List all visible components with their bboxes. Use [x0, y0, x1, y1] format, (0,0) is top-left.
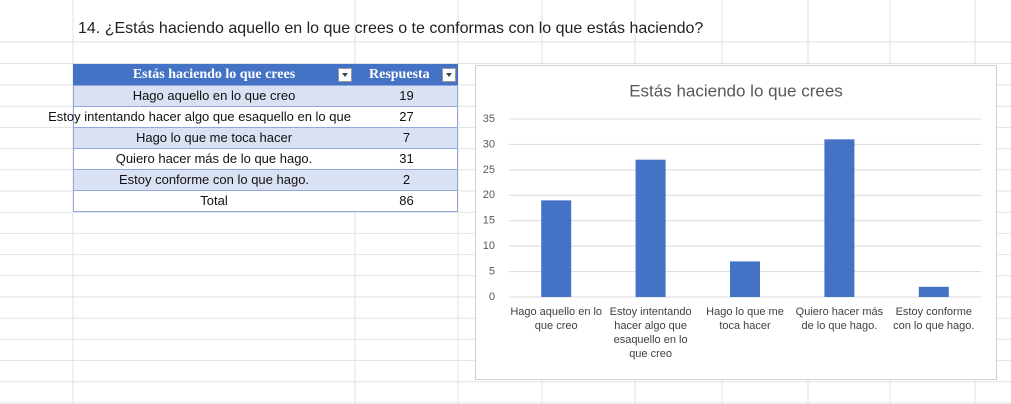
bar: [824, 139, 855, 297]
label-clip: Total: [0, 190, 355, 211]
label-cell: Hago lo que me toca hacer: [135, 130, 293, 145]
row-bg: [73, 106, 458, 127]
x-tick-label: Estoy intentando hacer algo que esaquell…: [609, 306, 692, 360]
x-tick-label: Estoy conforme con lo que hago.: [893, 306, 975, 332]
y-tick-label: 30: [483, 138, 495, 150]
filter-button: [442, 68, 456, 82]
label-cell: Quiero hacer más de lo que hago.: [115, 151, 313, 166]
label-cell: Estoy conforme con lo que hago.: [118, 172, 310, 187]
y-tick-label: 10: [483, 240, 495, 252]
y-tick-label: 0: [489, 291, 495, 303]
y-tick-label: 5: [489, 265, 495, 277]
label-cell: Estoy intentando hacer algo que esaquell…: [48, 109, 355, 124]
header-cell: Estás haciendo lo que crees: [73, 64, 355, 85]
bar: [541, 200, 572, 297]
value-cell: 31: [399, 151, 414, 166]
label-clip: Quiero hacer más de lo que hago.: [0, 148, 355, 169]
label-clip: Hago aquello en lo que creo: [0, 85, 355, 106]
x-tick-label: Quiero hacer más de lo que hago.: [795, 306, 884, 332]
value-cell: 2: [402, 172, 411, 187]
sheet-title: 14. ¿Estás haciendo aquello en lo que cr…: [78, 20, 704, 37]
table-bottom: [73, 211, 458, 212]
x-tick-label: Hago lo que me toca hacer: [706, 306, 784, 332]
bar: [730, 261, 760, 297]
value-cell: 27: [399, 109, 414, 124]
label-clip: Estoy intentando hacer algo que esaquell…: [0, 106, 355, 127]
header-cell: Respuesta: [355, 64, 458, 85]
row-bg: [73, 127, 458, 148]
filter-button: [338, 68, 352, 82]
y-tick-label: 15: [483, 215, 495, 227]
value-cell: 7: [402, 130, 411, 145]
label-cell: Hago aquello en lo que creo: [132, 88, 296, 103]
label-clip: Hago lo que me toca hacer: [0, 127, 355, 148]
row-bg: [73, 169, 458, 190]
value-cell: 19: [399, 88, 414, 103]
chart-svg: Estás haciendo lo que crees 0 5 10 15 20 25 30…: [483, 81, 981, 303]
x-tick-label: Hago aquello en lo que creo: [510, 306, 603, 332]
row-bg: [73, 148, 458, 169]
label-cell: Total: [200, 193, 228, 208]
chart-title: Estás haciendo lo que crees: [629, 81, 843, 100]
y-tick-label: 20: [483, 189, 495, 201]
row-bg: [73, 85, 458, 106]
value-cell: 86: [399, 193, 414, 208]
bar: [635, 159, 666, 297]
bar: [918, 286, 949, 297]
y-tick-label: 25: [483, 164, 495, 176]
chart: Estás haciendo lo que crees 0 5 10 15 20 25 30…: [475, 65, 997, 380]
label-clip: Estoy conforme con lo que hago.: [0, 169, 355, 190]
y-tick-label: 35: [483, 113, 495, 125]
row-bg: [73, 190, 458, 211]
